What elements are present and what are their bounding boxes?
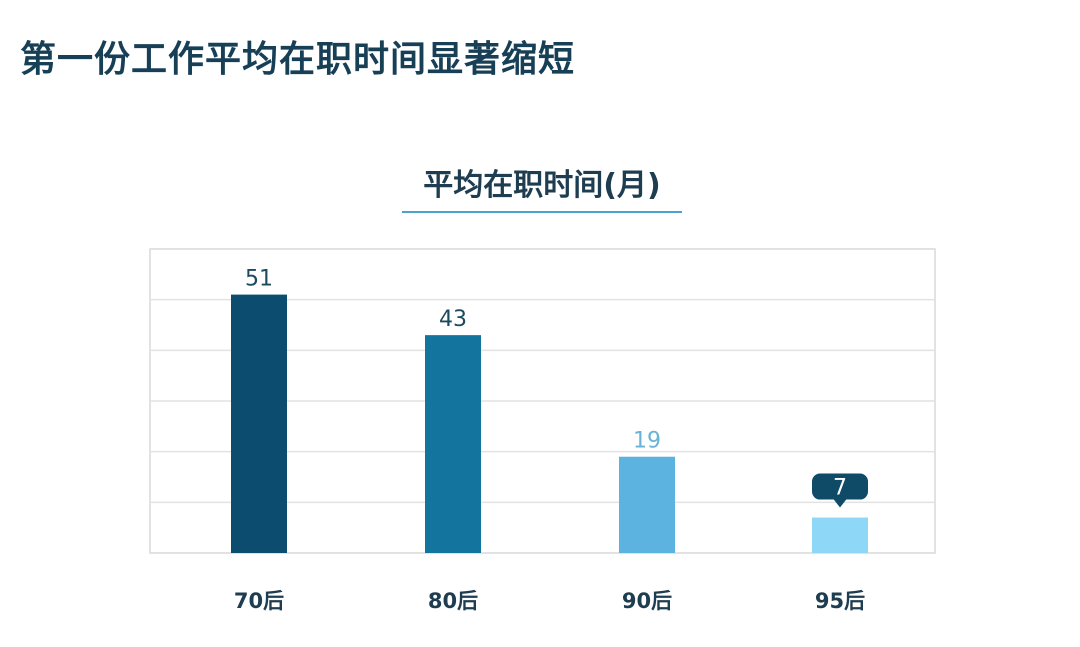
bar-90后 <box>619 456 675 553</box>
category-labels: 70后 80后 90后 95后 <box>234 589 865 613</box>
value-label: 51 <box>245 267 273 292</box>
chart-title: 平均在职时间(月) <box>423 168 661 203</box>
value-label: 19 <box>633 429 661 454</box>
category-label: 95后 <box>815 589 865 613</box>
bar-70后 <box>231 294 287 553</box>
page-title: 第一份工作平均在职时间显著缩短 <box>20 39 576 80</box>
bar-series <box>231 294 868 553</box>
bar-80后 <box>425 335 481 553</box>
bar-95后 <box>812 517 868 553</box>
category-label: 90后 <box>622 589 672 613</box>
value-label: 43 <box>439 307 467 332</box>
chart-title-underline <box>402 211 682 213</box>
category-label: 70后 <box>234 589 284 613</box>
value-callout-pointer <box>833 498 847 508</box>
value-callout <box>812 473 868 500</box>
value-label: 7 <box>833 476 847 501</box>
value-labels: 51 43 19 7 <box>245 267 868 508</box>
category-label: 80后 <box>428 589 478 613</box>
